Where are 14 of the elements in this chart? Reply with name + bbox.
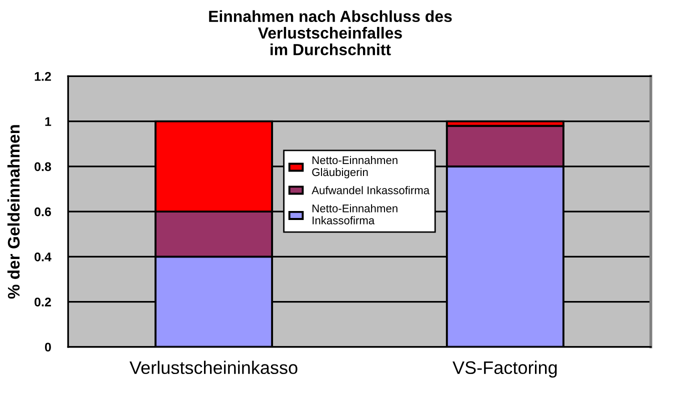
x-tick-label: Verlustscheininkasso bbox=[130, 360, 298, 374]
y-tick-label: 0.2 bbox=[34, 298, 51, 306]
y-tick-label: 0.4 bbox=[34, 252, 52, 262]
y-tick-label: 0 bbox=[44, 342, 51, 352]
y-tick-label: 1.2 bbox=[34, 72, 51, 81]
x-tick-label: VS-Factoring bbox=[452, 360, 557, 378]
y-tick-label: 0.8 bbox=[34, 162, 52, 172]
y-tick-label: 0.6 bbox=[34, 207, 51, 216]
legend-label: Netto-Einnahmen Inkassofirma bbox=[312, 204, 398, 224]
y-tick-label: 1 bbox=[45, 117, 52, 126]
y-axis-title: % der Geldeinnahmen bbox=[7, 125, 20, 299]
legend-label: Netto-Einnahmen Gläubigerin bbox=[312, 156, 398, 178]
chart-title: Einnahmen nach Abschluss des Verlustscheinfalles im Durchschnitt bbox=[209, 10, 452, 56]
legend-label: Aufwandel Inkassofirma bbox=[312, 186, 430, 194]
